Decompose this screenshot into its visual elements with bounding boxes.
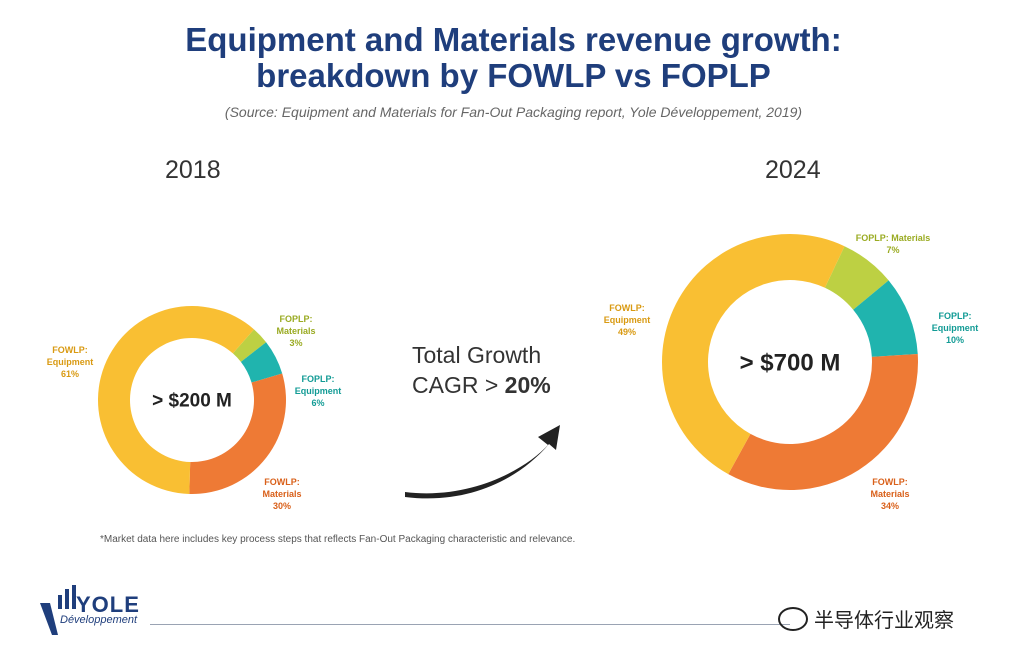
slice-label: FOWLP: Equipment 61% xyxy=(47,345,94,379)
footer-divider xyxy=(150,624,790,625)
logo-name: YOLE xyxy=(76,592,140,617)
slice-foplp-materials xyxy=(232,329,267,362)
growth-cagr-value: 20% xyxy=(504,372,551,398)
donut-2024: > $700 M FOWLP: Equipment 49% FOPLP: Materia… xyxy=(604,233,979,511)
year-label-2018: 2018 xyxy=(165,156,221,184)
source-note: (Source: Equipment and Materials for Fan… xyxy=(224,104,803,120)
donut-2018: > $200 M FOWLP: Equipment 61% FOPLP: Material… xyxy=(47,306,342,511)
center-label: > $200 M xyxy=(152,391,232,412)
slice-fowlp-equipment xyxy=(98,306,254,494)
slice-label: FOWLP: Materials 34% xyxy=(870,477,909,511)
slice-label: FOPLP: Equipment 6% xyxy=(295,374,342,408)
chart-title: Equipment and Materials revenue growth: … xyxy=(0,22,1027,94)
growth-cagr-prefix: CAGR > xyxy=(412,372,505,398)
title-line-2: breakdown by FOWLP vs FOPLP xyxy=(256,57,771,94)
growth-text: Total Growth CAGR > 20% xyxy=(412,340,551,400)
slice-label: FOWLP: Materials 30% xyxy=(262,477,301,511)
slice-label: FOPLP: Materials 3% xyxy=(276,314,315,348)
growth-line-1: Total Growth xyxy=(412,342,542,368)
slice-label: FOPLP: Equipment 10% xyxy=(932,311,979,345)
slice-foplp-equipment xyxy=(853,280,918,357)
slice-fowlp-materials xyxy=(189,373,286,494)
growth-line-2: CAGR > 20% xyxy=(412,370,551,400)
growth-arrow xyxy=(405,425,560,499)
slice-label: FOWLP: Equipment 49% xyxy=(604,303,651,337)
yole-logo-icon xyxy=(40,585,76,635)
slice-label: FOPLP: Materials 7% xyxy=(856,233,931,255)
year-label-2024: 2024 xyxy=(765,156,821,184)
wechat-icon xyxy=(778,606,808,631)
center-label: > $700 M xyxy=(740,349,841,376)
logo-subtitle: Développement xyxy=(60,614,138,626)
slice-fowlp-equipment xyxy=(661,233,845,475)
watermark: 半导体行业观察 xyxy=(778,604,954,633)
slice-fowlp-materials xyxy=(728,353,918,490)
footnote: *Market data here includes key process s… xyxy=(100,534,576,545)
watermark-text: 半导体行业观察 xyxy=(814,610,954,632)
slice-foplp-materials xyxy=(824,246,889,310)
slice-foplp-equipment xyxy=(240,342,283,383)
title-line-1: Equipment and Materials revenue growth: xyxy=(185,21,842,58)
